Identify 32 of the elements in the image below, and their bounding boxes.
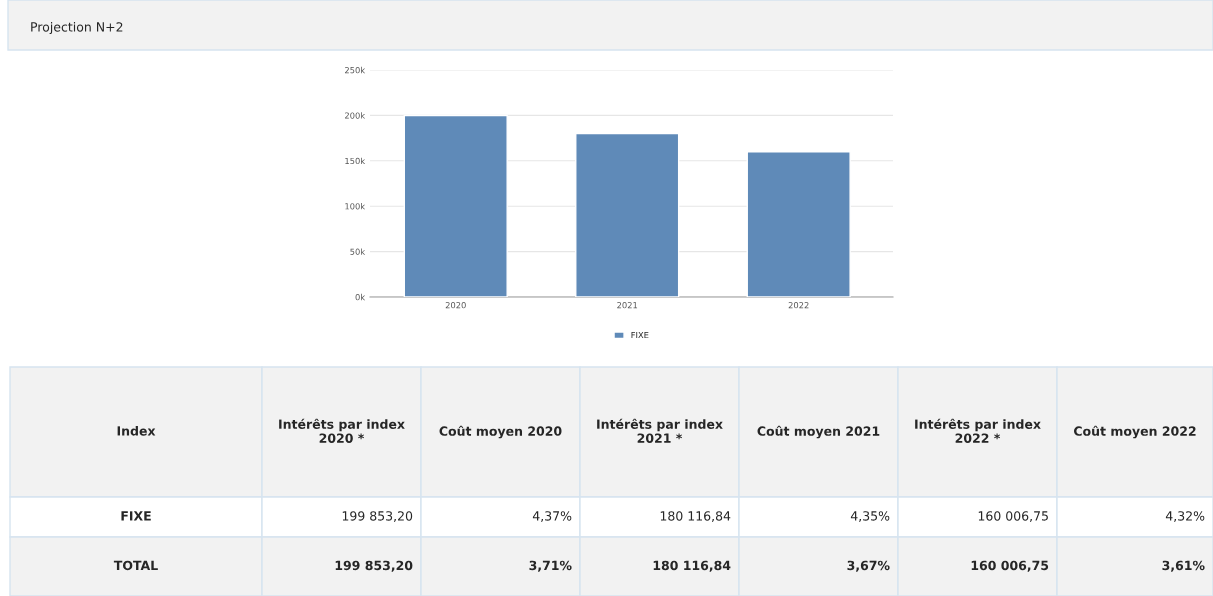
text: 3,61%	[1162, 560, 1205, 572]
text: 3,71%	[529, 560, 572, 572]
legend-label: FIXE	[631, 332, 649, 339]
text: 3,67%	[847, 560, 890, 572]
text: FIXE	[121, 511, 151, 521]
text: Coût moyen 2021	[757, 425, 880, 439]
x-tick-label: 2021	[617, 302, 638, 309]
text: 199 853,20	[342, 511, 413, 522]
text: Index	[117, 425, 156, 436]
text: Coût moyen 2020	[439, 425, 562, 439]
text: 4,32%	[1165, 511, 1205, 522]
text: 160 006,75	[978, 511, 1048, 522]
text: 180 116,84	[653, 560, 731, 572]
text: TOTAL	[113, 560, 158, 571]
text: Intérêts par index 2022 *	[915, 418, 1041, 443]
text: Projection N+2	[31, 21, 123, 35]
x-tick-label: 2020	[445, 302, 466, 309]
y-tick-label: 150k	[345, 157, 366, 165]
y-tick-label: 100k	[345, 203, 366, 210]
text: 160 006,75	[971, 560, 1049, 572]
text: Intérêts par index 2020 *	[279, 418, 405, 443]
x-tick-label: 2022	[788, 302, 809, 309]
y-tick-label: 200k	[345, 112, 366, 119]
y-tick-label: 250k	[345, 66, 366, 74]
y-tick-label: 50k	[350, 248, 366, 255]
text: 4,37%	[532, 511, 572, 522]
text: Intérêts par index 2021 *	[597, 418, 723, 443]
text: 180 116,84	[660, 511, 731, 522]
y-tick-label: 0k	[355, 293, 366, 301]
text: 4,35%	[850, 511, 890, 522]
text: 199 853,20	[335, 560, 413, 572]
text: Coût moyen 2022	[1073, 425, 1196, 439]
